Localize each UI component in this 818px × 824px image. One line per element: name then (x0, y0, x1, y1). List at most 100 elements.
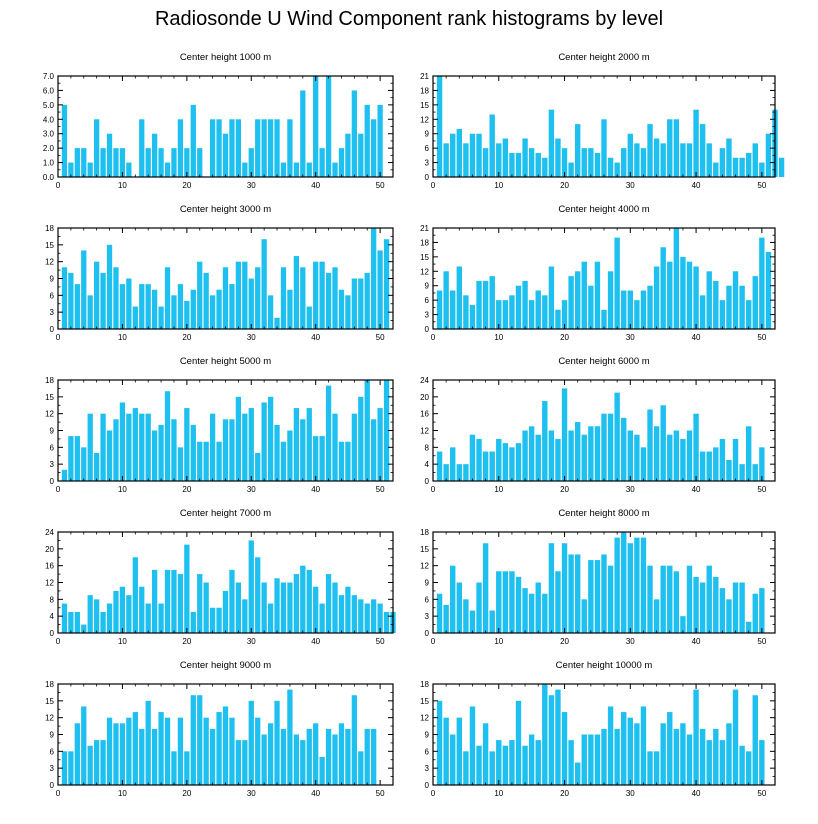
bar (306, 569, 312, 634)
bar (332, 413, 338, 481)
bar (371, 419, 377, 481)
bar (319, 436, 325, 481)
bar (325, 385, 332, 481)
bar (778, 157, 785, 177)
bar (568, 276, 574, 329)
bar (242, 261, 248, 329)
bar (383, 239, 390, 329)
bar (746, 751, 752, 785)
bar (699, 451, 706, 481)
bar (383, 611, 390, 633)
bar (158, 712, 164, 785)
bar (177, 717, 184, 785)
bar (746, 152, 752, 177)
bar (719, 740, 726, 785)
x-tick-label: 50 (757, 181, 766, 190)
bar (158, 603, 164, 633)
bar (443, 143, 449, 177)
chart-panel-6: 0 10 20 30 40 50 0 4 8 12 16 20 24 Center height 6000… (420, 356, 776, 494)
panel-title: Center height 4000 m (558, 204, 649, 215)
x-tick-label: 20 (560, 789, 569, 798)
bar (255, 557, 261, 633)
bar (203, 717, 209, 785)
bar (680, 143, 686, 177)
bar (713, 162, 719, 177)
bar (627, 133, 633, 177)
x-tick-label: 20 (560, 181, 569, 190)
bar (280, 582, 287, 633)
y-tick-label: 0 (425, 173, 430, 182)
y-tick-label: 15 (420, 697, 429, 706)
bar (74, 723, 80, 785)
bar (528, 426, 535, 481)
y-tick-label: 12 (420, 115, 429, 124)
bar (351, 413, 357, 481)
bar (489, 751, 495, 785)
bar (568, 554, 574, 633)
bar (601, 728, 607, 785)
y-tick-label: 8 (425, 443, 430, 452)
bar (119, 723, 126, 785)
bar (555, 571, 561, 633)
chart-panel-4: 0 10 20 30 40 50 0 3 6 9 12 15 18 21 Center height 400… (420, 204, 776, 342)
bar (364, 380, 370, 481)
bar (621, 532, 627, 633)
bar (759, 740, 765, 785)
bar (61, 603, 68, 633)
x-tick-label: 20 (182, 333, 191, 342)
bar (515, 152, 522, 177)
bar (332, 267, 338, 329)
bar (739, 745, 745, 785)
bar (61, 469, 68, 481)
bar (686, 261, 693, 329)
bar (489, 276, 495, 329)
y-tick-label: 0 (425, 781, 430, 790)
bar (371, 728, 377, 785)
bar (667, 712, 673, 785)
bar (106, 430, 113, 481)
bar (581, 599, 587, 633)
bar (594, 426, 601, 481)
x-tick-label: 50 (376, 637, 385, 646)
bar (113, 267, 119, 329)
panel-title: Center height 1000 m (180, 52, 271, 63)
bar (673, 119, 680, 177)
bar (561, 712, 568, 785)
bar (673, 571, 680, 633)
chart-panel-1: 0 10 20 30 40 50 0.0 1.0 2.0 3.0 4.0 5.0 6.0 7.0 Cente… (43, 52, 394, 190)
x-tick-label: 10 (118, 333, 127, 342)
chart-panel-2: 0 10 20 30 40 50 0 3 6 9 12 15 18 21 Center height 200… (420, 52, 785, 190)
bar (443, 604, 449, 633)
bar (614, 537, 620, 633)
bar (358, 133, 364, 177)
bar (482, 723, 489, 785)
y-tick-label: 24 (420, 376, 429, 385)
bar (627, 717, 633, 785)
bar (177, 447, 184, 481)
bar (248, 700, 254, 785)
bar (555, 138, 561, 177)
bar (358, 599, 364, 633)
y-tick-label: 12 (45, 714, 54, 723)
y-tick-label: 9 (425, 130, 430, 139)
bar (332, 734, 338, 785)
bar (469, 304, 476, 329)
bar (81, 447, 87, 481)
bar (106, 133, 113, 177)
bar (502, 138, 509, 177)
bar (752, 695, 758, 785)
bar (222, 419, 229, 481)
bar (634, 723, 640, 785)
bar (319, 756, 325, 785)
bar (216, 441, 222, 481)
bar (739, 464, 745, 481)
bar (197, 441, 203, 481)
y-tick-label: 6.0 (43, 86, 55, 95)
bar (364, 272, 370, 329)
bar (614, 392, 620, 482)
bar (601, 554, 607, 633)
bar (575, 271, 581, 329)
bar (190, 611, 196, 633)
bar (634, 434, 640, 481)
